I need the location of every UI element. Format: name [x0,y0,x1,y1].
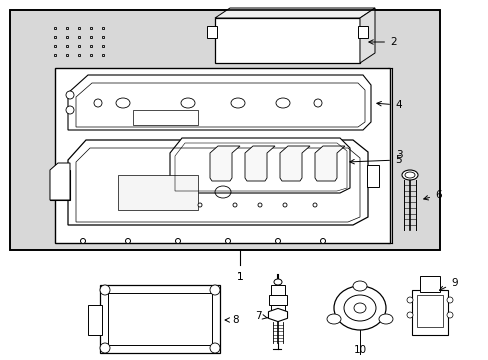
Bar [411,290,447,335]
Polygon shape [170,138,349,193]
Bar [10,10,439,250]
Polygon shape [359,8,374,63]
Bar [108,293,212,345]
Circle shape [100,285,110,295]
Ellipse shape [125,238,130,243]
Text: 10: 10 [353,345,366,355]
Ellipse shape [352,281,366,291]
Polygon shape [68,75,370,130]
Ellipse shape [378,314,392,324]
Ellipse shape [446,297,452,303]
Polygon shape [209,146,240,181]
Ellipse shape [446,312,452,318]
Text: 4: 4 [376,100,401,110]
Bar [268,295,286,305]
Bar [357,26,367,38]
Text: 1: 1 [236,272,243,282]
Bar [206,26,217,38]
Ellipse shape [312,203,316,207]
Bar [118,175,198,210]
Text: 6: 6 [423,190,441,200]
Bar [416,295,442,327]
Ellipse shape [81,238,85,243]
Polygon shape [215,8,374,18]
Bar [10,10,439,250]
Ellipse shape [232,203,237,207]
Polygon shape [268,309,287,321]
Circle shape [100,343,110,353]
Text: 2: 2 [368,37,396,47]
Ellipse shape [401,170,417,180]
Bar [133,110,198,125]
Ellipse shape [258,203,262,207]
Bar [366,165,378,187]
Bar [50,170,70,200]
Polygon shape [50,163,70,200]
Bar [270,305,285,315]
Ellipse shape [273,279,282,285]
Ellipse shape [333,286,385,330]
Circle shape [209,343,220,353]
Bar [55,68,389,243]
Text: 1: 1 [236,272,243,282]
Polygon shape [314,146,345,181]
Bar [11,11,438,249]
Ellipse shape [66,91,74,99]
Circle shape [209,285,220,295]
Polygon shape [68,140,367,225]
Text: 8: 8 [224,315,238,325]
Bar [100,285,220,353]
Polygon shape [244,146,274,181]
Ellipse shape [406,312,412,318]
Polygon shape [280,146,309,181]
Ellipse shape [283,203,286,207]
Text: 9: 9 [439,278,457,290]
Ellipse shape [275,238,280,243]
Ellipse shape [406,297,412,303]
Ellipse shape [326,314,340,324]
Ellipse shape [175,238,180,243]
Ellipse shape [66,106,74,114]
Text: 5: 5 [349,155,401,165]
Bar [215,18,359,63]
Bar [419,276,439,292]
Text: 7: 7 [254,311,267,321]
Bar [88,305,102,335]
Ellipse shape [225,238,230,243]
Bar [270,285,285,295]
Text: 3: 3 [395,150,402,160]
Ellipse shape [320,238,325,243]
Ellipse shape [198,203,202,207]
